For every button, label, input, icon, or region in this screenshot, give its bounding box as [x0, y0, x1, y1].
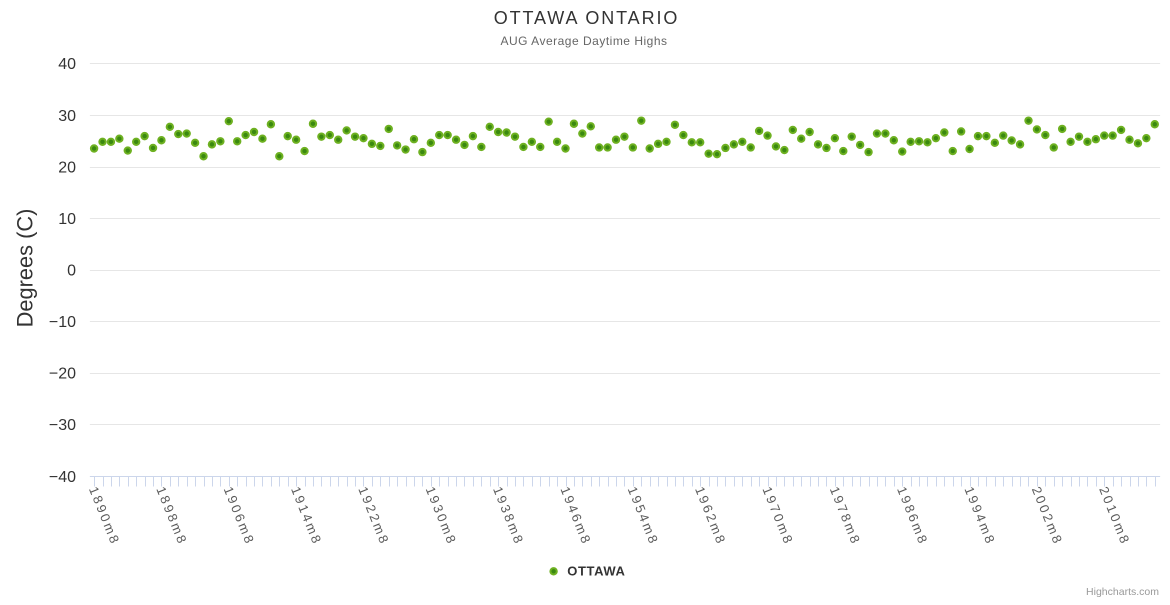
svg-text:30: 30 [58, 108, 76, 125]
svg-text:OTTAWA: OTTAWA [567, 564, 625, 579]
svg-text:−30: −30 [49, 417, 76, 434]
svg-text:40: 40 [58, 56, 76, 73]
svg-text:OTTAWA ONTARIO: OTTAWA ONTARIO [494, 8, 680, 28]
svg-text:Highcharts.com: Highcharts.com [1086, 586, 1159, 598]
svg-text:−10: −10 [49, 314, 76, 331]
svg-text:0: 0 [67, 263, 76, 280]
svg-text:10: 10 [58, 211, 76, 228]
svg-text:−40: −40 [49, 469, 76, 486]
svg-text:Degrees (C): Degrees (C) [13, 209, 38, 328]
svg-text:−20: −20 [49, 366, 76, 383]
svg-text:AUG Average Daytime Highs: AUG Average Daytime Highs [500, 34, 667, 48]
svg-text:20: 20 [58, 159, 76, 176]
